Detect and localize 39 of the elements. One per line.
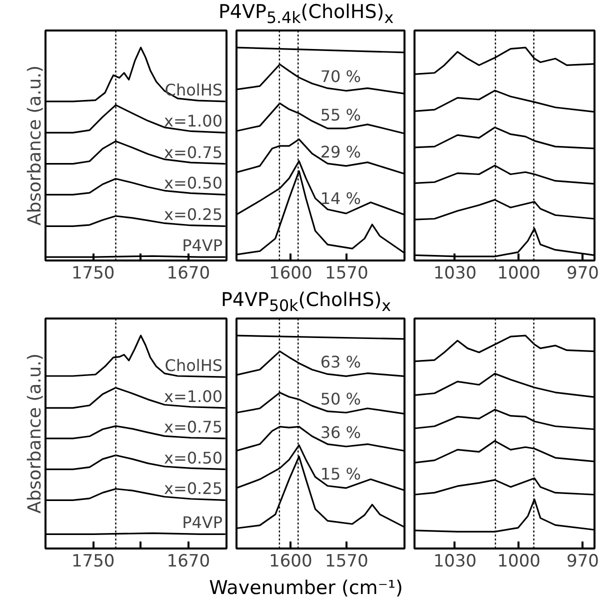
- annotation: 15 %: [320, 464, 361, 484]
- annotation: 14 %: [320, 189, 361, 208]
- x-tick-label: 1670: [166, 552, 210, 572]
- series-label: x=1.00: [164, 386, 222, 406]
- series-label: x=0.25: [164, 479, 222, 498]
- x-tick-label: 1030: [433, 264, 477, 284]
- annotation: 29 %: [320, 142, 361, 162]
- series-label: P4VP: [182, 236, 223, 256]
- series-label: P4VP: [182, 513, 223, 532]
- x-tick-label: 1670: [166, 264, 210, 284]
- x-tick-label: 1570: [325, 264, 368, 284]
- series-label: x=1.00: [164, 112, 222, 131]
- x-tick-label: 1000: [497, 552, 541, 572]
- series-label: x=0.50: [164, 174, 222, 193]
- x-tick-label: 970: [566, 552, 600, 572]
- series-label: x=0.75: [164, 417, 222, 436]
- series-label: x=0.50: [164, 448, 222, 468]
- annotation: 63 %: [320, 352, 361, 372]
- series-label: CholHS: [164, 356, 222, 376]
- x-tick-label: 1000: [497, 264, 541, 284]
- annotation: 36 %: [320, 422, 361, 442]
- y-axis-title: Absorbance (a.u.): [24, 65, 46, 226]
- x-tick-label: 1600: [269, 264, 312, 284]
- x-tick-label: 970: [566, 264, 600, 284]
- chart-title: P4VP$_{5.4k}$(CholHS)$_{x}$: [217, 0, 395, 27]
- x-tick-label: 1030: [433, 552, 477, 572]
- series-label: x=0.25: [164, 205, 222, 224]
- chart-title: P4VP$_{50k}$(CholHS)$_{x}$: [220, 288, 392, 315]
- x-axis-title: Wavenumber (cm⁻¹): [208, 576, 404, 601]
- annotation: 70 %: [320, 67, 361, 86]
- x-tick-label: 1600: [269, 552, 312, 572]
- x-tick-label: 1570: [325, 552, 368, 572]
- x-tick-label: 1750: [72, 552, 115, 572]
- annotation: 50 %: [320, 389, 361, 408]
- x-tick-label: 1750: [72, 264, 115, 284]
- y-axis-title: Absorbance (a.u.): [24, 353, 46, 514]
- series-label: x=0.75: [164, 142, 222, 162]
- series-label: CholHS: [164, 80, 222, 100]
- annotation: 55 %: [320, 105, 361, 124]
